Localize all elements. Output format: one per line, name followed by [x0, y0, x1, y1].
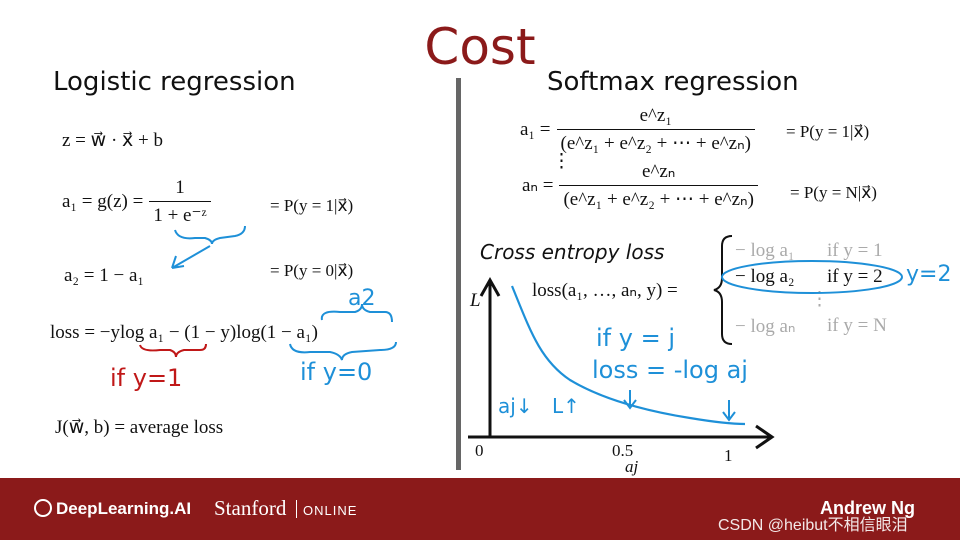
annotation-y-eq-2: y=2 [906, 262, 952, 287]
eq-z: z = w⃗ · x⃗ + b [62, 130, 163, 151]
plot-y-label: L [470, 290, 481, 311]
brace-under-denominator [174, 225, 246, 245]
softmax-loss-lhs: loss(a₁, …, aₙ, y) = [532, 280, 678, 301]
loss-equation: loss = −ylog a₁ − (1 − y)log(1 − a₁) [50, 322, 318, 344]
softmax-a1-fraction: e^z₁ (e^z₁ + e^z₂ + ⋯ + e^zₙ) [556, 105, 755, 155]
footer-brand-deeplearning: DeepLearning.AI [56, 499, 192, 518]
plot-x-tick-0: 0 [475, 441, 484, 460]
softmax-aN-fraction: e^zₙ (e^z₁ + e^z₂ + ⋯ + e^zₙ) [559, 160, 758, 211]
softmax-a1-numerator: e^z₁ [639, 105, 672, 126]
right-heading: Softmax regression [547, 67, 799, 97]
plot-x-tick-05: 0.5 [612, 441, 634, 460]
arrow-to-a2-icon [171, 245, 211, 269]
plot-x-tick-1: 1 [724, 446, 733, 465]
softmax-a1-lhs: a₁ = [520, 119, 551, 140]
underline-log-a1 [139, 343, 207, 358]
softmax-a1-probability: = P(y = 1|x⃗) [786, 122, 870, 141]
softmax-aN-probability: = P(y = N|x⃗) [790, 183, 877, 202]
footer-bar [0, 478, 960, 540]
case-cond-2: if y = 2 [827, 266, 883, 287]
softmax-aN: aₙ = e^zₙ (e^z₁ + e^z₂ + ⋯ + e^zₙ) [522, 160, 758, 211]
case-expr-2: − log a₂ [735, 266, 795, 287]
footer-watermark: CSDN @heibut不相信眼泪 [718, 517, 908, 534]
eq-a1-denominator: 1 + e⁻ᶻ [149, 201, 211, 227]
annotation-if-y-j: if y = j [596, 324, 675, 352]
softmax-aN-denominator: (e^z₁ + e^z₂ + ⋯ + e^zₙ) [559, 185, 758, 211]
eq-a1-probability: = P(y = 1|x⃗) [270, 196, 354, 215]
eq-a2-probability: = P(y = 0|x⃗) [270, 261, 354, 280]
case-2-highlight-oval [721, 260, 903, 294]
footer-presenter: Andrew Ng [820, 498, 916, 518]
case-cond-1: if y = 1 [827, 240, 883, 261]
footer-brand-online: ONLINE [303, 503, 358, 518]
eq-a2: a₂ = 1 − a₁ [64, 265, 145, 286]
cost-equation: J(w⃗, b) = average loss [55, 417, 224, 438]
case-expr-1: − log a₁ [735, 240, 795, 261]
softmax-a1-denominator: (e^z₁ + e^z₂ + ⋯ + e^zₙ) [556, 129, 755, 155]
annotation-L-up: L↑ [552, 394, 580, 418]
case-cond-4: if y = N [827, 315, 887, 336]
eq-a1-numerator: 1 [175, 177, 185, 198]
softmax-a1: a₁ = e^z₁ (e^z₁ + e^z₂ + ⋯ + e^zₙ) [520, 105, 755, 155]
plot-loss-curve [510, 285, 746, 426]
annotation-if-y-1: if y=1 [110, 364, 183, 392]
loss-log-a1: log a₁ [120, 322, 165, 343]
softmax-aN-numerator: e^zₙ [642, 161, 676, 182]
footer-separator [296, 500, 297, 518]
column-divider [456, 78, 461, 470]
annotation-if-y-0: if y=0 [300, 358, 373, 386]
cross-entropy-label: Cross entropy loss [480, 240, 665, 264]
case-expr-3: ⋮ [810, 289, 829, 310]
left-heading: Logistic regression [53, 67, 296, 97]
softmax-aN-lhs: aₙ = [522, 175, 554, 196]
plot-y-arrow-icon [479, 276, 501, 297]
curve-arrow-icon-2 [722, 400, 736, 422]
overline-one-minus-a1 [320, 303, 393, 323]
eq-a1-fraction: 1 1 + e⁻ᶻ [149, 177, 211, 227]
plot-x-label: aj [625, 457, 639, 476]
curve-arrow-icon [623, 390, 637, 410]
cases-brace [713, 235, 733, 345]
eq-a1-lhs: a₁ = g(z) = [62, 191, 144, 212]
loss-log-one-minus-a1: log(1 − a₁) [236, 322, 318, 343]
case-expr-4: − log aₙ [735, 316, 796, 337]
softmax-vdots: ⋮ [552, 151, 571, 172]
underline-log-one-minus-a1 [289, 341, 397, 361]
annotation-loss-eq-log: loss = -log aj [592, 356, 748, 384]
loss-prefix: loss = −y [50, 322, 120, 343]
loss-middle: − (1 − y) [164, 322, 237, 343]
footer-brand-stanford: Stanford [214, 496, 287, 520]
annotation-aj-down: aj↓ [498, 394, 533, 418]
eq-a1: a₁ = g(z) = 1 1 + e⁻ᶻ [62, 177, 211, 227]
deeplearning-logo-icon [34, 499, 52, 517]
plot-x-arrow-icon [755, 424, 775, 450]
slide-title: Cost [424, 18, 536, 76]
